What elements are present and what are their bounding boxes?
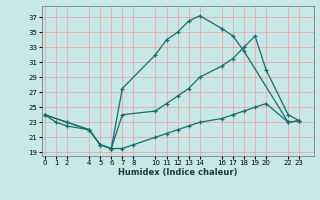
X-axis label: Humidex (Indice chaleur): Humidex (Indice chaleur) xyxy=(118,168,237,177)
